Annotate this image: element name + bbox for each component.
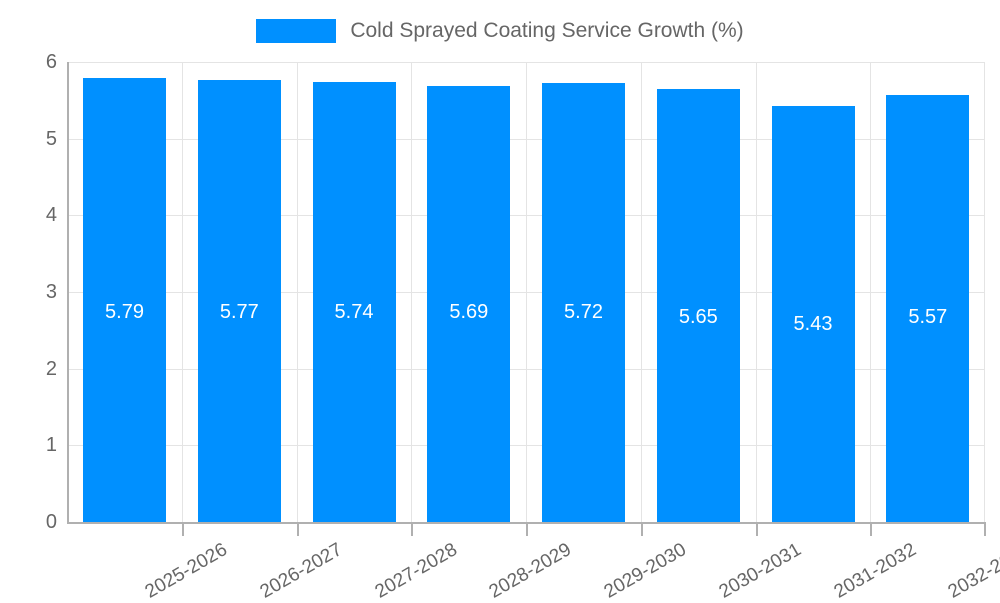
x-tick-label-2030-2031: 2030-2031 (715, 539, 805, 603)
legend-color-swatch-icon (256, 19, 337, 43)
bar-2028-2029[interactable] (427, 85, 511, 522)
bar-2030-2031[interactable] (656, 88, 740, 522)
legend-item-series-0[interactable]: Cold Sprayed Coating Service Growth (%) (256, 19, 744, 43)
y-tick-label-0: 0 (45, 511, 57, 533)
y-tick-label-6: 6 (45, 51, 57, 73)
bar-2032-2033[interactable] (886, 94, 970, 522)
legend-label: Cold Sprayed Coating Service Growth (%) (350, 19, 744, 42)
gridline-vertical-2 (296, 62, 298, 522)
bar-value-label-2027-2028: 5.74 (334, 301, 374, 323)
x-tick-label-2028-2029: 2028-2029 (485, 539, 576, 603)
x-tick-label-2032-2033: 2032-2033 (944, 539, 1000, 603)
bar-value-label-2031-2032: 5.43 (793, 313, 833, 335)
bar-value-label-2030-2031: 5.65 (678, 306, 718, 328)
x-axis-tick-7 (870, 522, 873, 536)
plot-area: 5.79 5.77 5.74 5.69 5.72 5.65 5.43 5.57 (67, 62, 985, 522)
x-axis-tick-6 (755, 522, 758, 536)
y-tick-label-1: 1 (45, 434, 57, 457)
x-tick-label-2031-2032: 2031-2032 (830, 539, 920, 603)
gridline-vertical-3 (411, 62, 413, 522)
bar-value-label-2028-2029: 5.69 (449, 301, 489, 323)
gridline-vertical-4 (526, 62, 527, 522)
y-tick-label-5: 5 (45, 127, 57, 150)
bar-2029-2030[interactable] (542, 83, 625, 522)
y-tick-label-2: 2 (45, 357, 57, 380)
x-axis-tick-2 (296, 522, 299, 536)
bar-2025-2026[interactable] (83, 78, 166, 522)
x-axis-tick-4 (526, 522, 528, 536)
x-tick-label-2027-2028: 2027-2028 (371, 539, 461, 603)
gridline-vertical-8 (984, 62, 985, 522)
chart-legend: Cold Sprayed Coating Service Growth (%) (0, 14, 1000, 48)
bar-2027-2028[interactable] (312, 81, 396, 522)
bar-2031-2032[interactable] (771, 105, 855, 522)
bar-2026-2027[interactable] (197, 79, 281, 522)
x-tick-label-2026-2027: 2026-2027 (256, 539, 346, 603)
x-axis-tick-3 (411, 522, 414, 536)
x-axis-tick-5 (640, 522, 643, 536)
gridline-vertical-7 (870, 62, 872, 522)
gridline-vertical-6 (755, 62, 757, 522)
x-tick-label-2029-2030: 2029-2030 (600, 539, 690, 603)
bar-value-label-2032-2033: 5.57 (908, 306, 948, 328)
y-tick-label-4: 4 (45, 204, 57, 227)
x-tick-label-2025-2026: 2025-2026 (141, 539, 231, 603)
bar-value-label-2025-2026: 5.79 (105, 301, 144, 323)
y-axis-line (67, 62, 69, 523)
y-tick-label-3: 3 (45, 281, 57, 303)
bar-value-label-2029-2030: 5.72 (564, 301, 603, 323)
gridline-vertical-1 (181, 62, 183, 522)
y-axis-tick-labels: 0 1 2 3 4 5 6 (10, 0, 57, 600)
x-axis-tick-1 (181, 522, 184, 536)
gridline-vertical-5 (640, 62, 642, 522)
bar-value-label-2026-2027: 5.77 (219, 301, 259, 323)
x-axis-tick-8 (984, 522, 986, 536)
